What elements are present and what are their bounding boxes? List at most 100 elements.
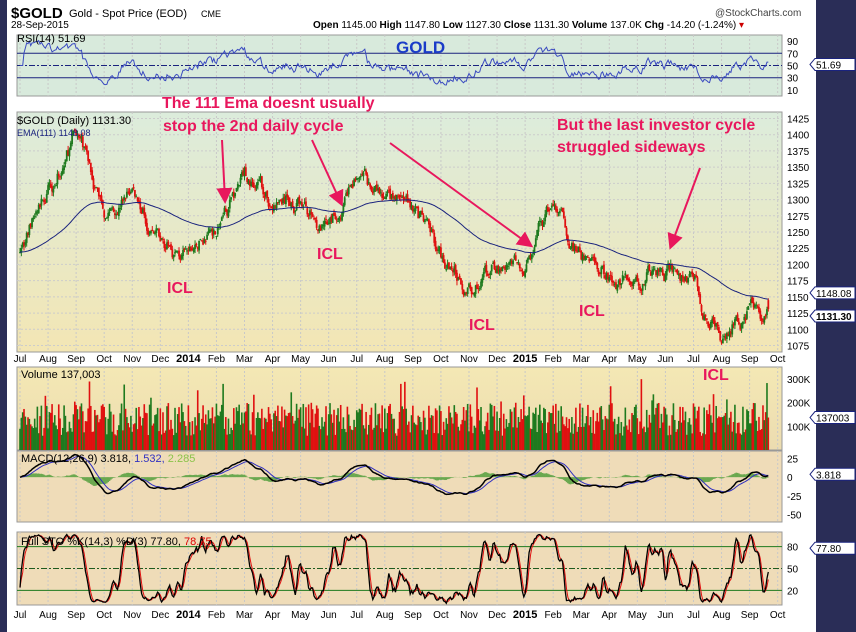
macd-histogram-bar xyxy=(620,476,623,478)
candle-body xyxy=(178,250,180,257)
macd-histogram-bar xyxy=(373,477,375,481)
candle-body xyxy=(187,250,190,252)
candle-body xyxy=(528,255,531,260)
macd-histogram-bar xyxy=(575,477,577,483)
macd-histogram-bar xyxy=(539,472,541,478)
volume-bar xyxy=(390,413,393,450)
macd-histogram-bar xyxy=(755,474,758,478)
volume-bar xyxy=(83,432,85,450)
macd-histogram-bar xyxy=(278,477,281,479)
volume-bar xyxy=(31,426,33,450)
candle-body xyxy=(51,186,53,192)
macd-histogram-bar xyxy=(176,476,179,478)
volume-bar xyxy=(124,408,127,450)
candle-body xyxy=(266,190,269,199)
macd-histogram-bar xyxy=(44,475,47,478)
volume-bar xyxy=(298,409,301,450)
volume-bar xyxy=(520,409,522,450)
volume-bar xyxy=(245,411,247,450)
macd-histogram-bar xyxy=(230,474,232,478)
volume-bar xyxy=(27,417,29,450)
candle-body xyxy=(101,200,104,209)
volume-bar xyxy=(469,404,472,450)
candle-body xyxy=(142,208,144,213)
candle-body xyxy=(663,273,665,281)
volume-bar xyxy=(434,408,437,450)
candle-body xyxy=(394,195,397,200)
macd-histogram-bar xyxy=(102,477,104,484)
candle-body xyxy=(119,207,122,209)
macd-histogram-bar xyxy=(580,477,583,481)
volume-bar xyxy=(421,430,424,450)
candle-body xyxy=(355,178,358,181)
macd-histogram-bar xyxy=(417,477,420,479)
volume-bar xyxy=(552,405,554,450)
volume-bar xyxy=(381,405,383,450)
macd-tick-label: -50 xyxy=(787,511,802,522)
macd-histogram-bar xyxy=(354,473,357,478)
candle-body xyxy=(391,192,394,199)
volume-bar xyxy=(655,407,657,450)
macd-histogram-bar xyxy=(751,473,754,478)
macd-histogram-bar xyxy=(559,477,561,479)
candle-body xyxy=(311,213,314,217)
volume-bar xyxy=(160,434,163,450)
volume-bar xyxy=(484,426,486,450)
candle-body xyxy=(407,201,410,203)
volume-bar xyxy=(672,403,675,450)
candle-body xyxy=(739,325,742,330)
month-tick-label: Jul xyxy=(687,354,700,365)
candle-body xyxy=(727,334,730,337)
macd-histogram-bar xyxy=(743,474,746,478)
volume-bar xyxy=(493,405,496,450)
month-tick-label: Mar xyxy=(573,354,591,365)
macd-histogram-bar xyxy=(327,476,330,478)
macd-histogram-bar xyxy=(535,474,537,478)
candle-body xyxy=(100,195,103,202)
macd-histogram-bar xyxy=(547,473,549,478)
macd-histogram-bar xyxy=(127,472,130,478)
volume-bar xyxy=(600,406,603,450)
macd-histogram-bar xyxy=(452,477,454,478)
candle-body xyxy=(667,263,669,270)
annotation-arrow xyxy=(216,139,233,204)
candle-body xyxy=(335,219,338,221)
macd-histogram-bar xyxy=(486,472,489,478)
sto-tick-label: 20 xyxy=(787,586,799,597)
macd-histogram-bar xyxy=(226,474,228,478)
candle-body xyxy=(75,130,78,136)
macd-histogram-bar xyxy=(564,477,567,482)
volume-bar xyxy=(103,406,105,450)
volume-bar xyxy=(326,435,329,450)
macd-histogram-bar xyxy=(750,472,752,478)
macd-histogram-bar xyxy=(215,476,218,478)
icl-label: ICL xyxy=(469,317,495,334)
macd-histogram-bar xyxy=(548,474,550,478)
volume-bar xyxy=(664,408,667,450)
macd-histogram-bar xyxy=(107,477,109,483)
annotation-note2-line2: struggled sideways xyxy=(557,139,706,156)
candle-body xyxy=(468,283,470,287)
volume-bar xyxy=(175,432,178,450)
candle-body xyxy=(536,230,539,238)
volume-bar xyxy=(429,417,432,450)
macd-histogram-bar xyxy=(430,477,433,479)
macd-histogram-bar xyxy=(330,476,333,478)
volume-bar xyxy=(518,422,521,450)
volume-bar xyxy=(712,394,715,450)
candle-body xyxy=(334,214,337,219)
candle-body xyxy=(512,260,514,265)
volume-bar xyxy=(767,417,770,450)
candle-body xyxy=(689,272,692,274)
candle-body xyxy=(21,242,24,247)
macd-histogram-bar xyxy=(243,474,246,478)
volume-bar xyxy=(241,412,243,450)
macd-histogram-bar xyxy=(63,476,65,478)
volume-bar xyxy=(593,433,596,450)
chart-title-annotation: GOLD xyxy=(396,38,446,57)
candle-body xyxy=(490,264,493,272)
candle-body xyxy=(715,323,718,327)
candle-body xyxy=(143,207,146,216)
volume-bar xyxy=(200,418,203,450)
macd-histogram-bar xyxy=(73,474,76,478)
